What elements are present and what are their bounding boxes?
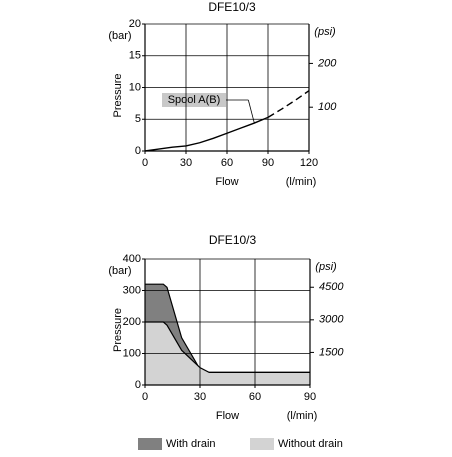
x-unit: (l/min) [286, 176, 317, 188]
y-tick-label: 400 [123, 253, 141, 265]
x-label: Flow [216, 410, 239, 422]
y-tick-label: 100 [123, 347, 141, 359]
chart-title: DFE10/3 [208, 0, 256, 14]
x-tick-label: 90 [262, 157, 274, 169]
label-box [162, 93, 226, 107]
y2-tick-label: 4500 [319, 281, 344, 293]
y2-tick-label: 100 [318, 101, 337, 113]
x-tick-label: 90 [304, 391, 316, 403]
x-tick-label: 0 [142, 157, 148, 169]
y-label: Pressure [112, 308, 124, 352]
y-tick-label: 5 [135, 113, 141, 125]
legend-swatch [138, 438, 162, 450]
series-label: Spool A(B) [168, 94, 221, 106]
legend-swatch [250, 438, 274, 450]
y-tick-label: 0 [135, 379, 141, 391]
x-tick-label: 60 [221, 157, 233, 169]
y-label: Pressure [112, 73, 124, 117]
y-unit: (bar) [108, 265, 131, 277]
legend-label: With drain [166, 438, 216, 450]
x-tick-label: 0 [142, 391, 148, 403]
x-label: Flow [215, 176, 238, 188]
x-tick-label: 30 [194, 391, 206, 403]
x-tick-label: 30 [180, 157, 192, 169]
legend-label: Without drain [278, 438, 343, 450]
y2-tick-label: 3000 [319, 314, 344, 326]
y2-unit: (psi) [314, 26, 336, 38]
y2-tick-label: 1500 [319, 346, 344, 358]
plot-layer [145, 283, 310, 385]
y-tick-label: 15 [129, 50, 141, 62]
y-tick-label: 0 [135, 145, 141, 157]
x-tick-label: 60 [249, 391, 261, 403]
x-tick-label: 120 [300, 157, 318, 169]
y2-unit: (psi) [315, 261, 337, 273]
y-tick-label: 10 [129, 81, 141, 93]
y-tick-label: 20 [129, 18, 141, 30]
y-unit: (bar) [108, 30, 131, 42]
chart-title: DFE10/3 [209, 233, 257, 247]
y2-tick-label: 200 [317, 57, 337, 69]
area [145, 322, 310, 385]
axis-layer: 0 100 200 300 400 0 30 60 90 1500 3000 4500 (bar) (ps… [108, 253, 344, 450]
x-unit: (l/min) [287, 410, 318, 422]
y-tick-label: 200 [123, 316, 141, 328]
line [267, 90, 310, 118]
line [144, 116, 269, 152]
y-tick-label: 300 [123, 284, 141, 296]
